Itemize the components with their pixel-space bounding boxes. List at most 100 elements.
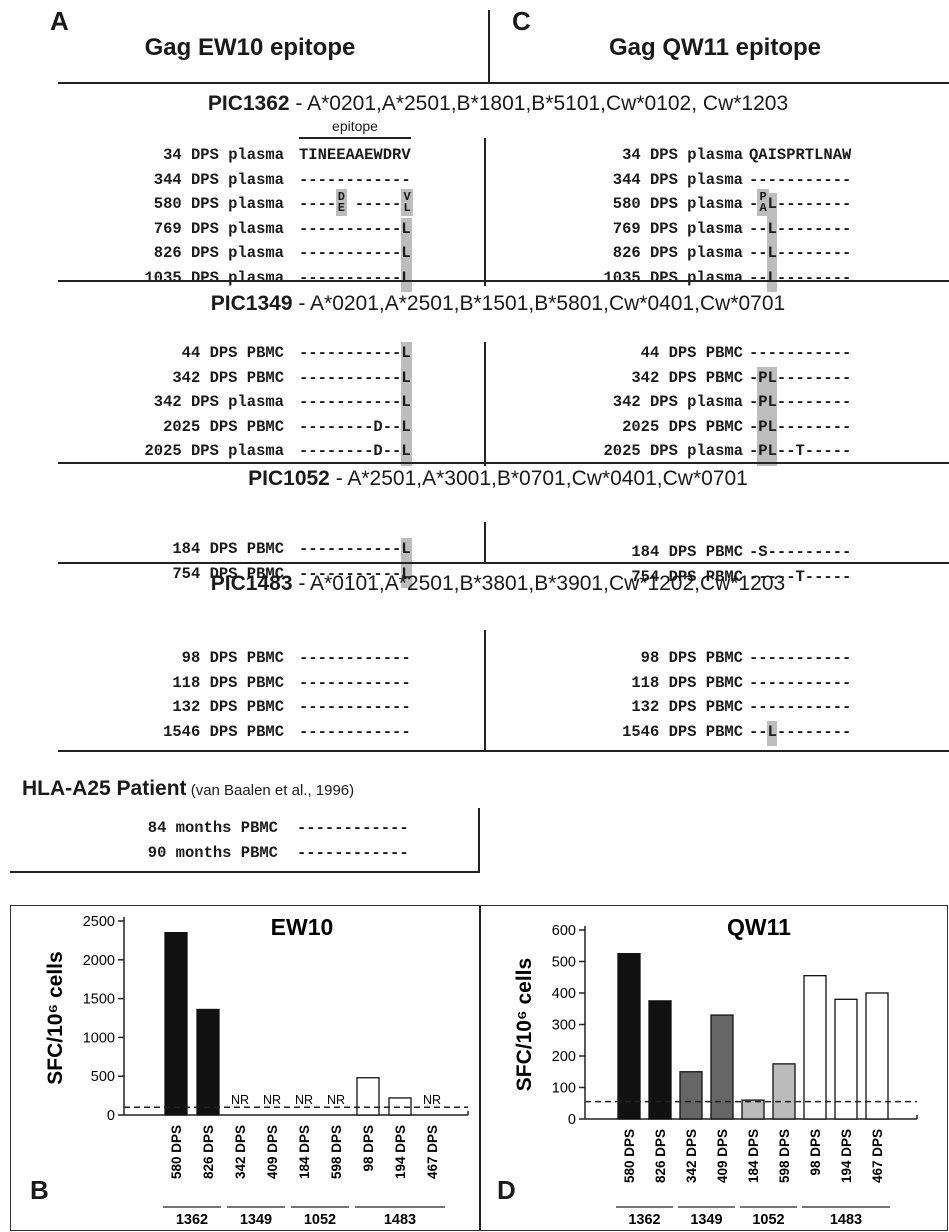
mutation-highlight [401, 189, 413, 216]
mutation-highlight [766, 266, 778, 292]
sequence: -PL-------- [749, 393, 852, 411]
variant-bottom: L [403, 201, 411, 215]
column-divider [484, 138, 486, 286]
mutation-highlight [766, 242, 778, 268]
bar [679, 1071, 703, 1120]
sequence: ------------ [299, 170, 411, 189]
patient-hla: - A*0101,A*2501,B*3801,B*3901,Cw*1202,Cw… [292, 572, 786, 595]
patient-id: PIC1362 [207, 92, 290, 115]
sequence-label: 754 DPS PBMC [172, 564, 284, 583]
group-label: 1483 [830, 1212, 862, 1228]
epitope-bracket [299, 137, 411, 139]
y-tick-label: 2500 [83, 914, 115, 930]
mutation-highlight [757, 189, 769, 216]
sequence: TINEEAAEWDRV [299, 146, 411, 164]
category-label: 409 DPS [265, 1125, 280, 1179]
group-label: 1052 [752, 1212, 784, 1228]
sequence: QAISPRTLNAW [749, 146, 852, 164]
mutation-highlight [766, 720, 778, 746]
column-divider [484, 630, 486, 752]
mutation-highlight [766, 391, 778, 417]
chart-ew10: EW10 SFC/10⁶ cells 0 500 1000 1500 2000 2500 580… [44, 914, 469, 1228]
sequence-label: 826 DPS plasma [612, 244, 743, 262]
sequence: -----------L [299, 540, 411, 558]
panel-letter-b: B [30, 1175, 49, 1205]
bar [865, 992, 889, 1120]
sequence-label: 1035 DPS plasma [603, 268, 743, 287]
mutation-highlight [401, 415, 412, 441]
bar [741, 1099, 765, 1120]
mutation-highlight [401, 242, 412, 268]
sequence: -PL--T----- [749, 442, 852, 460]
bar-annotation: NR [423, 1093, 441, 1107]
epitope-title-qw11: Gag QW11 epitope [608, 34, 822, 61]
mutation-highlight [757, 391, 768, 417]
sequence-label: 769 DPS plasma [153, 219, 284, 238]
bar-annotation: NR [295, 1093, 313, 1107]
patient-id: PIC1052 [248, 467, 330, 490]
bar [196, 1008, 220, 1116]
y-tick-label: 400 [552, 986, 576, 1002]
panel-letter-a: A [50, 6, 69, 36]
sequence: -S--------- [749, 543, 852, 561]
patient-divider [58, 462, 949, 464]
y-tick-label: 500 [552, 955, 576, 971]
header-divider [488, 10, 490, 82]
patient-hla: - A*0201,A*2501,B*1801,B*5101,Cw*0102, C… [289, 92, 789, 115]
header-rule [58, 82, 949, 84]
sequence-label: 118 DPS PBMC [172, 673, 284, 692]
category-label: 98 DPS [808, 1129, 823, 1176]
a25-title-bold: HLA-A25 Patient [22, 777, 187, 800]
category-label: 467 DPS [870, 1129, 885, 1183]
a25-label: 90 months PBMC [147, 843, 278, 862]
epitope-title-ew10: Gag EW10 epitope [144, 34, 356, 61]
variant-top: P [759, 190, 767, 204]
patient-header-pic1052: PIC1052 - A*2501,A*3001,B*0701,Cw*0401,C… [58, 467, 938, 491]
mutation-highlight [401, 391, 412, 417]
mutation-highlight [401, 266, 412, 292]
sequence-label: 98 DPS PBMC [640, 649, 743, 667]
a25-divider-v [478, 808, 480, 872]
group-label: 1349 [690, 1212, 722, 1228]
bar [356, 1077, 380, 1116]
a25-title: HLA-A25 Patient (van Baalen et al., 1996… [22, 777, 354, 801]
sequence-label: 132 DPS PBMC [172, 698, 284, 716]
category-label: 826 DPS [201, 1125, 216, 1179]
sequence: -----------L [299, 244, 411, 262]
y-tick-label: 1500 [83, 992, 115, 1008]
sequence-label: 1546 DPS PBMC [622, 722, 743, 741]
mutation-highlight [335, 189, 347, 216]
sequence: -----------L [299, 219, 411, 238]
sequence: ------------ [299, 698, 411, 716]
mutation-highlight [766, 193, 778, 219]
sequence-label: 769 DPS plasma [612, 219, 743, 238]
mutation-highlight [766, 415, 778, 441]
y-tick-label: 0 [107, 1108, 115, 1124]
bar [772, 1063, 796, 1120]
sequence-label: 1035 DPS plasma [144, 268, 284, 287]
column-divider [484, 342, 486, 466]
mutation-highlight [766, 440, 778, 466]
category-label: 342 DPS [233, 1125, 248, 1179]
sequence: -PL-------- [749, 368, 852, 387]
sequence-label: 580 DPS plasma [612, 195, 743, 213]
patient-id: PIC1349 [210, 292, 293, 315]
mutation-highlight [401, 217, 412, 243]
sequence-label: 184 DPS PBMC [631, 543, 743, 561]
charts-divider [479, 905, 481, 1231]
sequence-label: 34 DPS plasma [622, 146, 743, 164]
sequence-label: 344 DPS plasma [153, 170, 284, 189]
sequence: ----------- [749, 698, 852, 716]
sequence: ---- ----- [299, 195, 402, 213]
sequence-label: 342 DPS plasma [612, 393, 743, 411]
y-axis-label: SFC/10⁶ cells [513, 958, 536, 1091]
sequence: --L-------- [749, 219, 852, 238]
y-tick-label: 600 [552, 923, 576, 939]
a25-divider-h [10, 871, 480, 873]
sequence: ------------ [299, 722, 411, 741]
patient-header-pic1483: PIC1483 - A*0101,A*2501,B*3801,B*3901,Cw… [58, 572, 938, 596]
sequence: -----T----- [749, 567, 852, 586]
mutation-highlight [401, 366, 412, 392]
